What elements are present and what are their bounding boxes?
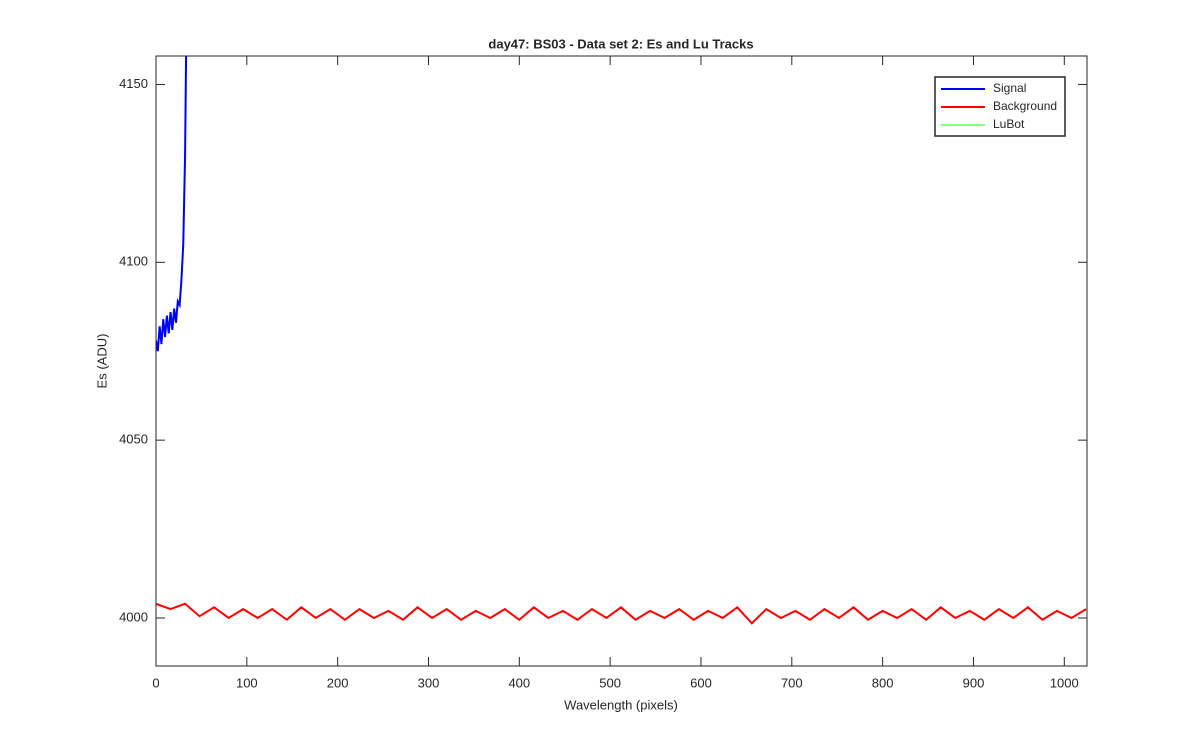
- x-tick-label: 900: [963, 675, 985, 690]
- series-line: [156, 602, 1087, 625]
- x-tick-label: 600: [690, 675, 712, 690]
- x-tick-label: 1000: [1050, 675, 1079, 690]
- y-tick-label: 4000: [119, 609, 148, 624]
- x-tick-label: 700: [781, 675, 803, 690]
- chart-title: day47: BS03 - Data set 2: Es and Lu Trac…: [488, 36, 753, 51]
- y-tick-label: 4150: [119, 76, 148, 91]
- y-tick-label: 4100: [119, 254, 148, 269]
- legend-label: LuBot: [993, 117, 1025, 131]
- x-tick-label: 300: [418, 675, 440, 690]
- x-tick-label: 800: [872, 675, 894, 690]
- legend-label: Background: [993, 99, 1057, 113]
- y-tick-label: 4050: [119, 432, 148, 447]
- x-tick-label: 100: [236, 675, 258, 690]
- x-tick-label: 500: [599, 675, 621, 690]
- x-tick-label: 200: [327, 675, 349, 690]
- x-tick-label: 400: [508, 675, 530, 690]
- series-line: [156, 56, 188, 352]
- axes-box: [155, 55, 1088, 667]
- x-axis-label: Wavelength (pixels): [564, 697, 678, 712]
- plot-area: [156, 56, 1087, 625]
- y-axis-label: Es (ADU): [94, 334, 109, 389]
- x-tick-label: 0: [152, 675, 159, 690]
- legend-label: Signal: [993, 81, 1026, 95]
